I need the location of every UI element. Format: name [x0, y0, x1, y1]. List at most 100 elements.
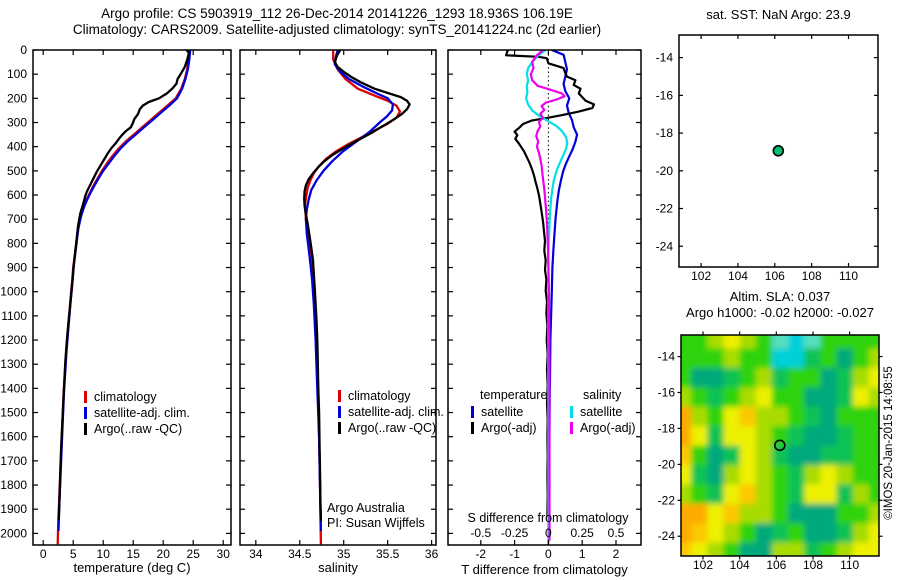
- heatmap-cell: [739, 523, 758, 545]
- heatmap-cell: [771, 348, 790, 370]
- y-tick-label: -16: [658, 385, 676, 399]
- heatmap-cell: [836, 426, 855, 447]
- climatology-swatch: [338, 390, 341, 402]
- heatmap-cell: [836, 348, 855, 370]
- heatmap-cells: [681, 335, 879, 556]
- heatmap-cell: [771, 387, 790, 409]
- t-difference-axis-label: T difference from climatology: [461, 562, 628, 577]
- argo-raw-curve: [303, 50, 411, 522]
- temperature-argo-diff-curve: [505, 50, 596, 517]
- argo-australia-note: Argo Australia: [327, 501, 405, 515]
- x-tick-label: 15: [127, 547, 141, 561]
- heatmap-cell: [852, 367, 871, 389]
- y-tick-label: 200: [7, 91, 27, 105]
- heatmap-cell: [739, 445, 758, 467]
- x-tick-label: 34.5: [288, 547, 312, 561]
- heatmap-cell: [691, 542, 709, 556]
- heatmap-cell: [723, 503, 742, 525]
- heatmap-cell: [771, 484, 790, 506]
- y-tick-label: 1500: [0, 406, 27, 420]
- salinity-profile-frame: [239, 49, 437, 546]
- heatmap-cell: [681, 406, 693, 428]
- heatmap-cell: [755, 484, 774, 506]
- heatmap-cell: [836, 523, 855, 545]
- heatmap-cell: [723, 464, 742, 486]
- temperature-axis-label: temperature (deg C): [73, 560, 191, 575]
- heatmap-cell: [771, 335, 790, 350]
- x-tick-label: 104: [728, 269, 748, 283]
- heatmap-cell: [852, 445, 871, 467]
- heatmap-cell: [788, 503, 806, 525]
- y-tick-label: -18: [658, 421, 676, 435]
- x-tick-label: 102: [691, 269, 711, 283]
- y-tick-label: 1100: [1, 309, 27, 323]
- y-tick-label: 1900: [0, 502, 27, 516]
- heatmap-cell: [804, 406, 822, 428]
- salinity-diff-legend: satellite Argo(-adj): [570, 404, 636, 436]
- y-tick-label: 1300: [0, 357, 27, 371]
- figure-title-line1: Argo profile: CS 5903919_112 26-Dec-2014…: [101, 6, 573, 21]
- heatmap-cell: [852, 503, 871, 525]
- heatmap-cell: [739, 367, 758, 389]
- y-tick-label: 800: [7, 236, 27, 250]
- heatmap-cell: [868, 484, 879, 506]
- heatmap-cell: [852, 464, 871, 486]
- y-tick-label: 1800: [0, 478, 27, 492]
- legend-row: satellite: [570, 404, 636, 420]
- satellite-swatch: [471, 406, 474, 418]
- x-tick-label: 20: [157, 547, 171, 561]
- heatmap-cell: [681, 348, 693, 370]
- heatmap-cell: [820, 406, 839, 428]
- heatmap-cell: [804, 335, 822, 350]
- y-tick-label: -24: [658, 529, 676, 543]
- legend-row: Argo(..raw -QC): [84, 421, 190, 437]
- argo-adj-label: Argo(-adj): [481, 421, 537, 435]
- heatmap-cell: [723, 348, 742, 370]
- heatmap-cell: [820, 367, 839, 389]
- satellite-label: satellite: [580, 405, 623, 419]
- legend-row: satellite-adj. clim.: [84, 405, 190, 421]
- heatmap-cell: [836, 387, 855, 409]
- temperature-profile-panel: 0 5 10 15 20 25 300100200300400500600700800900…: [0, 43, 232, 561]
- heatmap-cell: [707, 542, 725, 556]
- heatmap-cell: [788, 348, 806, 370]
- x-tick-label: 2: [613, 547, 620, 561]
- series-group: [505, 50, 596, 545]
- y-tick-label: -14: [658, 350, 676, 364]
- heatmap-cell: [820, 387, 839, 409]
- heatmap-cell: [771, 464, 790, 486]
- difference-profile-frame: [447, 49, 642, 546]
- legend-row: climatology: [84, 389, 190, 405]
- argo-adj-label: Argo(-adj): [580, 421, 636, 435]
- x-tick-label: 25: [187, 547, 201, 561]
- heatmap-cell: [691, 464, 709, 486]
- legend-row: Argo(-adj): [570, 420, 636, 436]
- heatmap-cell: [804, 523, 822, 545]
- salinity-axis-label: salinity: [318, 560, 358, 575]
- temperature-diff-legend: satellite Argo(-adj): [471, 404, 537, 436]
- y-tick-label: 900: [7, 261, 27, 275]
- y-tick-label: 1700: [0, 454, 27, 468]
- salinity-legend: climatology satellite-adj. clim. Argo(..…: [338, 388, 444, 436]
- temperature-satellite-diff-curve: [547, 50, 579, 534]
- heatmap-cell: [868, 523, 879, 545]
- x-tick-label: 35: [337, 547, 351, 561]
- y-tick-label: -14: [656, 51, 674, 65]
- heatmap-cell: [788, 406, 806, 428]
- sla-map-subtitle: Argo h1000: -0.02 h2000: -0.027: [686, 305, 874, 320]
- satellite-adj-clim-curve: [57, 50, 192, 532]
- argo-raw-label: Argo(..raw -QC): [348, 421, 437, 435]
- argo-adj-swatch: [471, 422, 474, 434]
- y-tick-label: 500: [7, 164, 27, 178]
- heatmap-cell: [836, 542, 855, 556]
- heatmap-cell: [707, 367, 725, 389]
- heatmap-cell: [788, 445, 806, 467]
- imos-credit: ©IMOS 20-Jan-2015 14:08:55: [883, 366, 895, 520]
- heatmap-cell: [804, 387, 822, 409]
- heatmap-cell: [868, 503, 879, 525]
- heatmap-cell: [868, 445, 879, 467]
- heatmap-cell: [804, 484, 822, 506]
- s-axis-tick-label: -0.5: [470, 526, 491, 540]
- heatmap-cell: [739, 542, 758, 556]
